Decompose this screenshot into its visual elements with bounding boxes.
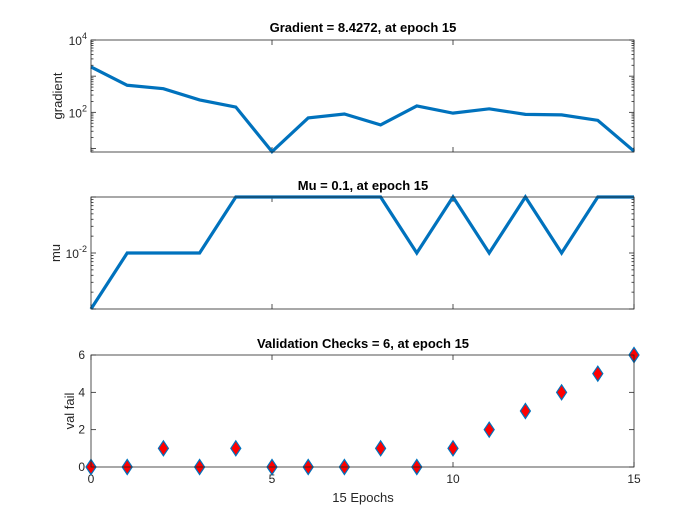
validation-point <box>447 439 459 457</box>
gradient-panel: Gradient = 8.4272, at epoch 15 gradient … <box>50 20 636 154</box>
validation-point <box>555 383 568 401</box>
validation-xtick-label: 5 <box>269 472 276 486</box>
validation-xlabel: 15 Epochs <box>332 490 394 505</box>
validation-ytick-label: 4 <box>78 385 85 399</box>
validation-point <box>519 402 532 420</box>
mu-ylabel: mu <box>48 244 63 262</box>
gradient-ylabel: gradient <box>50 72 65 119</box>
validation-point <box>230 439 242 457</box>
mu-ytick-exponent: -2 <box>79 244 87 254</box>
validation-ytick-label: 0 <box>78 460 85 474</box>
validation-point <box>592 365 604 383</box>
mu-axes-box <box>90 196 635 310</box>
validation-xtick-label: 0 <box>88 472 95 486</box>
gradient-title: Gradient = 8.4272, at epoch 15 <box>270 20 457 35</box>
validation-xtick-label: 15 <box>627 472 641 486</box>
validation-point <box>483 421 495 439</box>
validation-title: Validation Checks = 6, at epoch 15 <box>257 336 469 351</box>
validation-xtick-labels: 0 5 10 15 <box>88 472 641 486</box>
mu-ytick-label: 10-2 <box>66 244 87 261</box>
gradient-ytick-label: 104 <box>69 31 87 48</box>
gradient-ytick-exponent: 2 <box>82 103 87 113</box>
mu-ytick-labels: 10-2 <box>66 244 87 261</box>
gradient-axes-box <box>90 39 635 153</box>
validation-ytick-label: 6 <box>78 348 85 362</box>
gradient-ytick-label: 102 <box>69 103 87 120</box>
validation-series <box>85 346 640 476</box>
gradient-ytick-exponent: 4 <box>82 31 87 41</box>
validation-axes-box <box>90 354 635 468</box>
validation-point <box>374 439 387 457</box>
mu-ytick-base: 10 <box>66 247 80 261</box>
validation-point <box>157 439 170 457</box>
gradient-series <box>90 65 636 154</box>
validation-ylabel: val fail <box>62 392 77 429</box>
validation-xtick-label: 10 <box>446 472 460 486</box>
gradient-ytick-base: 10 <box>69 34 83 48</box>
mu-title: Mu = 0.1, at epoch 15 <box>298 178 428 193</box>
validation-ytick-label: 2 <box>78 423 85 437</box>
validation-ytick-labels: 0 2 4 6 <box>78 348 85 474</box>
gradient-line <box>90 65 636 154</box>
mu-panel: Mu = 0.1, at epoch 15 mu 10-2 <box>48 178 635 310</box>
validation-panel: Validation Checks = 6, at epoch 15 val f… <box>62 336 641 505</box>
gradient-ytick-base: 10 <box>69 106 83 120</box>
